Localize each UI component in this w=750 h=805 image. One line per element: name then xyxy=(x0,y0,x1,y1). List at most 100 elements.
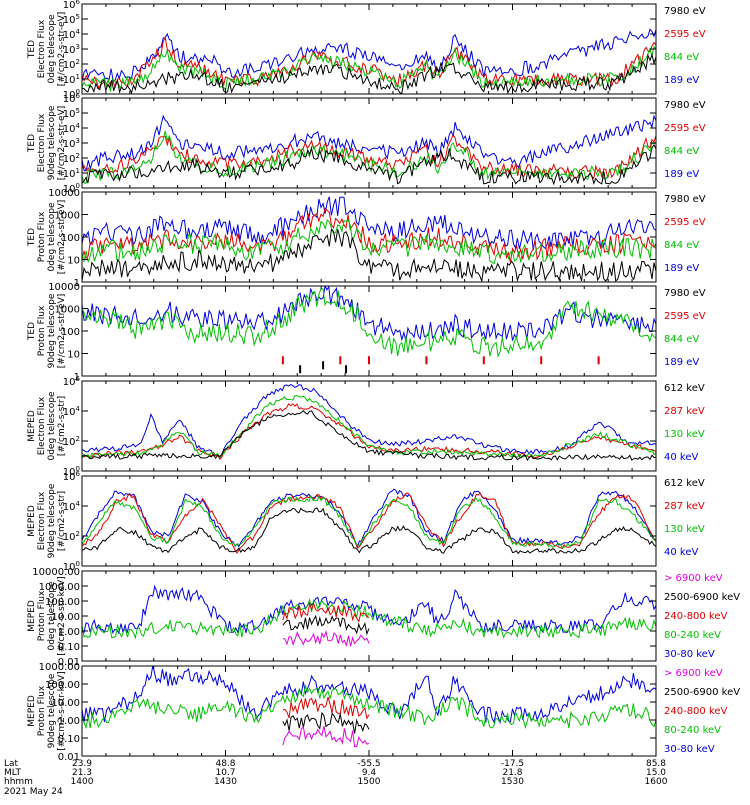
y-axis-label-line: 0deg telescope xyxy=(47,581,57,651)
panel-frame xyxy=(81,665,657,757)
y-tick-label: 103 xyxy=(63,43,80,56)
legend-entry: 2595 eV xyxy=(664,311,706,322)
legend-entry: 30-80 keV xyxy=(664,649,715,660)
series-line xyxy=(82,395,656,460)
y-tick-label: 106 xyxy=(63,375,81,388)
y-tick-label: 10 xyxy=(67,350,80,361)
y-axis-label-line: TED xyxy=(27,40,37,59)
series-line xyxy=(82,492,656,554)
y-axis-label-line: [#/cm2-s-str-eV] xyxy=(57,106,67,181)
legend-entry: 844 eV xyxy=(664,240,699,251)
data-point xyxy=(339,356,342,365)
series-line xyxy=(82,288,656,358)
legend-entry: 287 keV xyxy=(664,501,705,512)
y-tick-label: 105 xyxy=(63,107,80,120)
y-axis-label-line: TED xyxy=(27,322,37,341)
legend: 612 keV 287 keV 130 keV 40 keV xyxy=(664,478,705,558)
legend-entry: 2595 eV xyxy=(664,217,706,228)
legend-entry: 80-240 keV xyxy=(664,630,721,641)
x-tick-label: 1500 xyxy=(358,777,381,787)
x-tick-label: -17.5 xyxy=(501,759,524,769)
y-axis-label-line: MEPED xyxy=(27,505,37,537)
legend-entry: 2595 eV xyxy=(664,123,706,134)
data-point xyxy=(345,365,348,374)
y-tick-label: 1000 xyxy=(55,305,80,316)
y-axis-label-line: TED xyxy=(27,228,37,247)
legend-entry: 612 keV xyxy=(664,383,705,394)
y-axis-label-line: [#/cm2-s-str-keV] xyxy=(57,576,67,655)
legend: 7980 eV 2595 eV 844 eV 189 eV xyxy=(664,288,706,368)
y-axis-label-line: Proton Flux xyxy=(37,211,47,262)
y-tick-label: 0.10 xyxy=(58,734,80,745)
y-tick-label: 0.10 xyxy=(58,642,80,653)
y-tick-label: 104 xyxy=(63,28,81,41)
y-axis-label: TED Electron Flux 90deg telescope [#/cm2-s-… xyxy=(27,105,67,180)
series-group xyxy=(82,584,656,648)
series-group xyxy=(82,196,656,282)
y-tick-label: 0.01 xyxy=(58,657,80,668)
series-group xyxy=(82,666,656,748)
series-line xyxy=(282,629,370,648)
legend-entry: 189 eV xyxy=(664,263,699,274)
y-axis-label-line: [#/cm2-s-str-keV] xyxy=(57,671,67,750)
series-line xyxy=(82,597,656,640)
y-axis-label-line: [#/cm2-s-str-eV] xyxy=(57,200,67,275)
legend-entry: 2500-6900 keV xyxy=(664,687,740,698)
y-tick-label: 10.00 xyxy=(51,612,80,623)
y-tick-label: 102 xyxy=(63,58,80,71)
series-line xyxy=(82,133,656,180)
y-tick-label: 102 xyxy=(63,435,80,448)
y-axis-label: TED Electron Flux 0deg telescope [#/cm2-s-s… xyxy=(27,12,67,87)
y-tick-label: 106 xyxy=(63,470,81,483)
x-tick-label: 9.4 xyxy=(362,768,377,778)
y-tick-label: 10000 xyxy=(48,188,80,199)
y-tick-label: 103 xyxy=(63,137,80,150)
y-axis-label-line: Electron Flux xyxy=(37,19,47,78)
y-axis-label: MEPED Electron Flux 0deg telescope [#/cm2-s… xyxy=(27,391,67,461)
series-line xyxy=(282,711,370,734)
y-axis-label-line: 0deg telescope xyxy=(47,14,57,84)
y-tick-label: 100.00 xyxy=(45,680,80,691)
y-axis-label-line: 90deg telescope xyxy=(47,293,57,368)
legend-entry: 287 keV xyxy=(664,406,705,417)
legend-entry: 130 keV xyxy=(664,524,705,535)
legend-entry: 7980 eV xyxy=(664,6,706,17)
data-point xyxy=(482,356,485,365)
y-axis-label-line: Proton Flux xyxy=(37,590,47,641)
series-line xyxy=(282,601,370,623)
panel-meped-electron-0deg: 100 102 104 106 MEPED Electron Flux 0deg teles… xyxy=(27,375,705,478)
y-tick-label: 100 xyxy=(63,182,80,195)
legend-entry: > 6900 keV xyxy=(664,573,723,584)
series-line xyxy=(82,683,656,730)
y-axis-label-line: 0deg telescope xyxy=(47,391,57,461)
legend-entry: 40 keV xyxy=(664,452,698,463)
series-line xyxy=(82,207,656,263)
y-tick-label: 106 xyxy=(63,92,81,105)
y-axis-label: MEPED Proton Flux 0deg telescope [#/cm2-s-s… xyxy=(27,576,67,655)
y-tick-label: 100 xyxy=(63,88,80,101)
y-axis-label-line: MEPED xyxy=(27,695,37,727)
y-axis-label-line: Electron Flux xyxy=(37,396,47,455)
series-line xyxy=(82,666,656,725)
series-line xyxy=(82,114,656,172)
series-line xyxy=(82,196,656,251)
x-tick-label: 1530 xyxy=(501,777,524,787)
series-group xyxy=(82,488,656,555)
legend-entry: 30-80 keV xyxy=(664,744,715,755)
series-line xyxy=(82,409,656,461)
y-tick-label: 100.00 xyxy=(45,597,80,608)
y-tick-label: 100 xyxy=(63,560,80,573)
series-line xyxy=(82,219,656,265)
legend-entry: 80-240 keV xyxy=(664,725,721,736)
date-label: 2021 May 24 xyxy=(4,787,63,797)
series-line xyxy=(282,725,370,748)
y-axis-label-line: Proton Flux xyxy=(37,685,47,736)
x-axis-footer: Lat 23.9 48.8 -55.5 -17.5 85.8 MLT 21.3 10.7 9.4 2… xyxy=(4,759,668,797)
x-tick-label: -55.5 xyxy=(357,759,380,769)
